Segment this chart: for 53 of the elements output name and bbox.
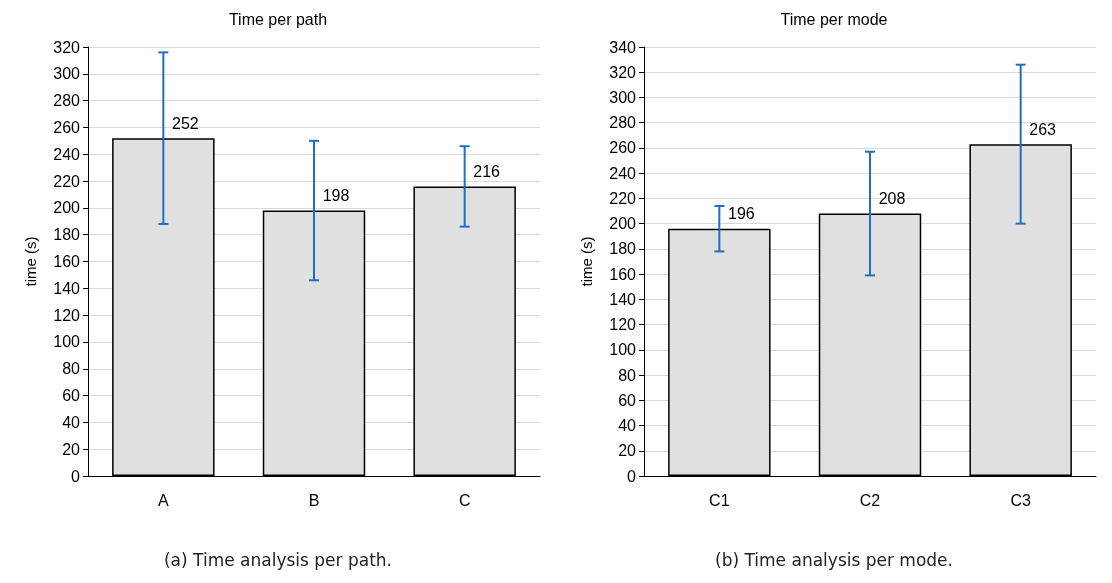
chart-title: Time per path (228, 10, 328, 28)
y-tick-label: 200 (609, 215, 637, 233)
y-tick-label: 100 (53, 333, 81, 351)
y-tick-label: 180 (609, 240, 637, 258)
y-tick-label: 100 (609, 341, 637, 359)
x-tick-label: B (308, 491, 320, 509)
y-tick-label: 220 (53, 172, 81, 190)
data-label: 252 (171, 114, 199, 132)
chart-title: Time per mode (780, 10, 888, 28)
x-tick-label: C (458, 491, 471, 509)
y-tick-label: 160 (53, 253, 81, 270)
y-tick-label: 320 (53, 38, 81, 56)
y-tick-label: 60 (62, 387, 81, 405)
y-tick-label: 40 (618, 417, 637, 435)
text: (a) Time analysis per path. (163, 550, 393, 570)
y-tick-label: 20 (618, 442, 637, 460)
y-tick-label: 80 (618, 366, 637, 384)
text: (b) Time analysis per mode. (714, 550, 954, 570)
y-tick-label: 180 (53, 226, 81, 244)
y-tick-label: 40 (62, 413, 81, 431)
y-axis-title: time (s) (578, 236, 595, 287)
x-tick-label: C3 (1010, 491, 1031, 509)
y-tick-label: 220 (609, 189, 637, 207)
y-tick-label: 140 (53, 279, 81, 297)
y-tick-label: 240 (609, 164, 637, 182)
y-tick-label: 320 (609, 63, 637, 81)
y-tick-label: 120 (53, 306, 81, 324)
y-tick-label: 20 (62, 440, 81, 458)
data-label: 208 (878, 190, 906, 208)
y-tick-label: 200 (53, 199, 81, 217)
y-tick-label: 0 (627, 467, 637, 485)
y-tick-label: 280 (53, 92, 81, 110)
y-tick-label: 300 (53, 65, 81, 83)
y-tick-label: 280 (609, 114, 637, 132)
x-tick-label: A (158, 491, 169, 509)
y-tick-label: 60 (618, 391, 637, 409)
x-tick-label: C1 (709, 491, 730, 509)
y-tick-label: 160 (609, 265, 637, 283)
data-label: 196 (727, 205, 755, 223)
y-tick-label: 140 (609, 290, 637, 308)
y-tick-label: 0 (71, 467, 81, 485)
y-tick-label: 340 (609, 38, 637, 56)
data-label: 216 (473, 162, 501, 180)
y-tick-label: 260 (609, 139, 637, 157)
y-tick-label: 260 (53, 118, 81, 136)
data-label: 263 (1029, 120, 1057, 138)
y-axis-title: time (s) (22, 236, 39, 287)
data-label: 198 (322, 187, 350, 205)
y-tick-label: 240 (53, 145, 81, 163)
y-tick-label: 120 (609, 316, 637, 334)
y-tick-label: 300 (609, 88, 637, 106)
y-tick-label: 80 (62, 360, 81, 378)
x-tick-label: C2 (859, 491, 881, 509)
